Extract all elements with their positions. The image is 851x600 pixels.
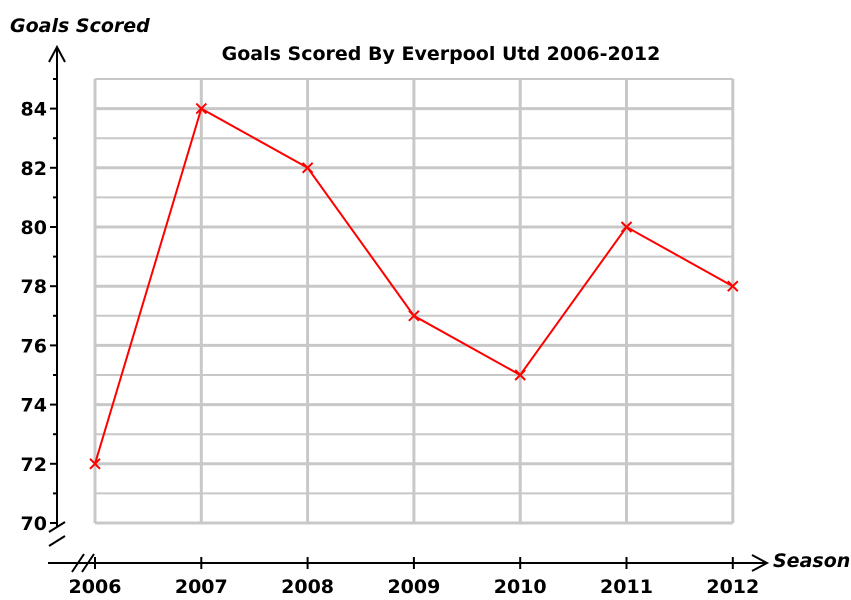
data-point-marker	[620, 221, 633, 233]
data-point-marker-stroke	[89, 458, 101, 470]
data-point-marker-stroke	[727, 280, 739, 292]
data-point-marker	[727, 280, 739, 292]
chart-labels: Goals Scored By Everpool Utd 2006-2012 G…	[10, 15, 850, 598]
x-tick-label: 2009	[387, 576, 440, 598]
y-axis-break-mark	[48, 535, 66, 547]
data-point-marker-stroke	[620, 221, 633, 233]
data-point-marker-stroke	[195, 102, 208, 115]
chart-series	[89, 102, 739, 470]
data-point-marker-stroke	[514, 369, 526, 381]
data-point-marker-stroke	[408, 310, 420, 322]
data-point-marker	[89, 458, 101, 470]
data-point-marker	[408, 310, 420, 322]
data-point-marker-stroke	[301, 162, 314, 174]
x-tick-label: 2011	[600, 576, 653, 598]
x-axis-break-mark	[81, 553, 95, 573]
y-tick-label: 70	[21, 513, 47, 535]
x-tick-label: 2010	[494, 576, 547, 598]
chart-axes	[48, 44, 770, 573]
x-axis-arrow	[751, 554, 770, 572]
y-tick-label: 72	[21, 454, 47, 476]
y-tick-label: 84	[21, 99, 47, 121]
x-tick-label: 2008	[281, 576, 334, 598]
x-axis-title: Season	[773, 550, 850, 572]
y-tick-label: 80	[21, 217, 47, 239]
chart-title: Goals Scored By Everpool Utd 2006-2012	[222, 43, 661, 65]
x-tick-label: 2012	[706, 576, 759, 598]
x-tick-label: 2007	[175, 576, 228, 598]
y-axis-arrow	[48, 44, 66, 63]
y-tick-label: 76	[21, 335, 47, 357]
data-point-marker	[514, 369, 526, 381]
data-point-marker	[195, 102, 208, 115]
y-axis-break-mark	[48, 521, 66, 533]
chart-grid	[93, 78, 735, 525]
y-axis-title: Goals Scored	[10, 15, 150, 37]
y-tick-label: 74	[21, 395, 47, 417]
y-tick-label: 78	[21, 276, 47, 298]
x-tick-label: 2006	[69, 576, 122, 598]
x-axis-break-mark	[71, 553, 85, 573]
data-point-marker	[301, 162, 314, 174]
y-tick-label: 82	[21, 158, 47, 180]
